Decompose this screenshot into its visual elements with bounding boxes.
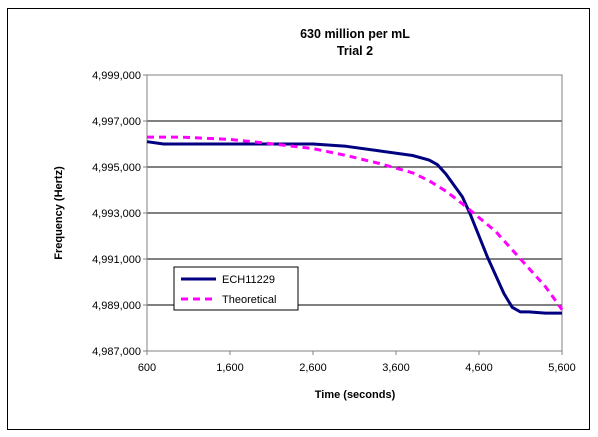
legend-label-theoretical: Theoretical bbox=[222, 294, 276, 306]
x-axis: 600 1,600 2,600 3,600 4,600 5,600 bbox=[138, 351, 576, 374]
y-tick-label: 4,999,000 bbox=[92, 70, 141, 82]
chart-subtitle: Trial 2 bbox=[337, 44, 373, 58]
chart-frame bbox=[7, 8, 590, 430]
x-tick-label: 3,600 bbox=[382, 362, 410, 374]
x-axis-title: Time (seconds) bbox=[315, 389, 396, 401]
y-tick-label: 4,993,000 bbox=[92, 208, 141, 220]
legend-label-ech11229: ECH11229 bbox=[222, 274, 275, 286]
y-axis-title: Frequency (Hertz) bbox=[53, 166, 65, 260]
chart-title: 630 million per mL bbox=[300, 27, 410, 41]
y-tick-label: 4,991,000 bbox=[92, 254, 141, 266]
y-axis: 4,987,000 4,989,000 4,991,000 4,993,000 4,99… bbox=[92, 70, 147, 358]
x-tick-label: 600 bbox=[138, 362, 156, 374]
series-line-ech11229 bbox=[146, 140, 562, 315]
y-tick-label: 4,989,000 bbox=[92, 300, 141, 312]
x-tick-label: 5,600 bbox=[548, 362, 576, 374]
gridlines bbox=[147, 120, 562, 306]
x-tick-label: 1,600 bbox=[216, 362, 244, 374]
series-layer bbox=[146, 135, 564, 315]
x-tick-label: 4,600 bbox=[465, 362, 493, 374]
y-tick-label: 4,995,000 bbox=[92, 162, 141, 174]
y-tick-label: 4,997,000 bbox=[92, 116, 141, 128]
legend: ECH11229 Theoretical bbox=[173, 266, 299, 311]
x-tick-label: 2,600 bbox=[299, 362, 327, 374]
y-tick-label: 4,987,000 bbox=[92, 346, 141, 358]
legend-box bbox=[173, 266, 299, 311]
